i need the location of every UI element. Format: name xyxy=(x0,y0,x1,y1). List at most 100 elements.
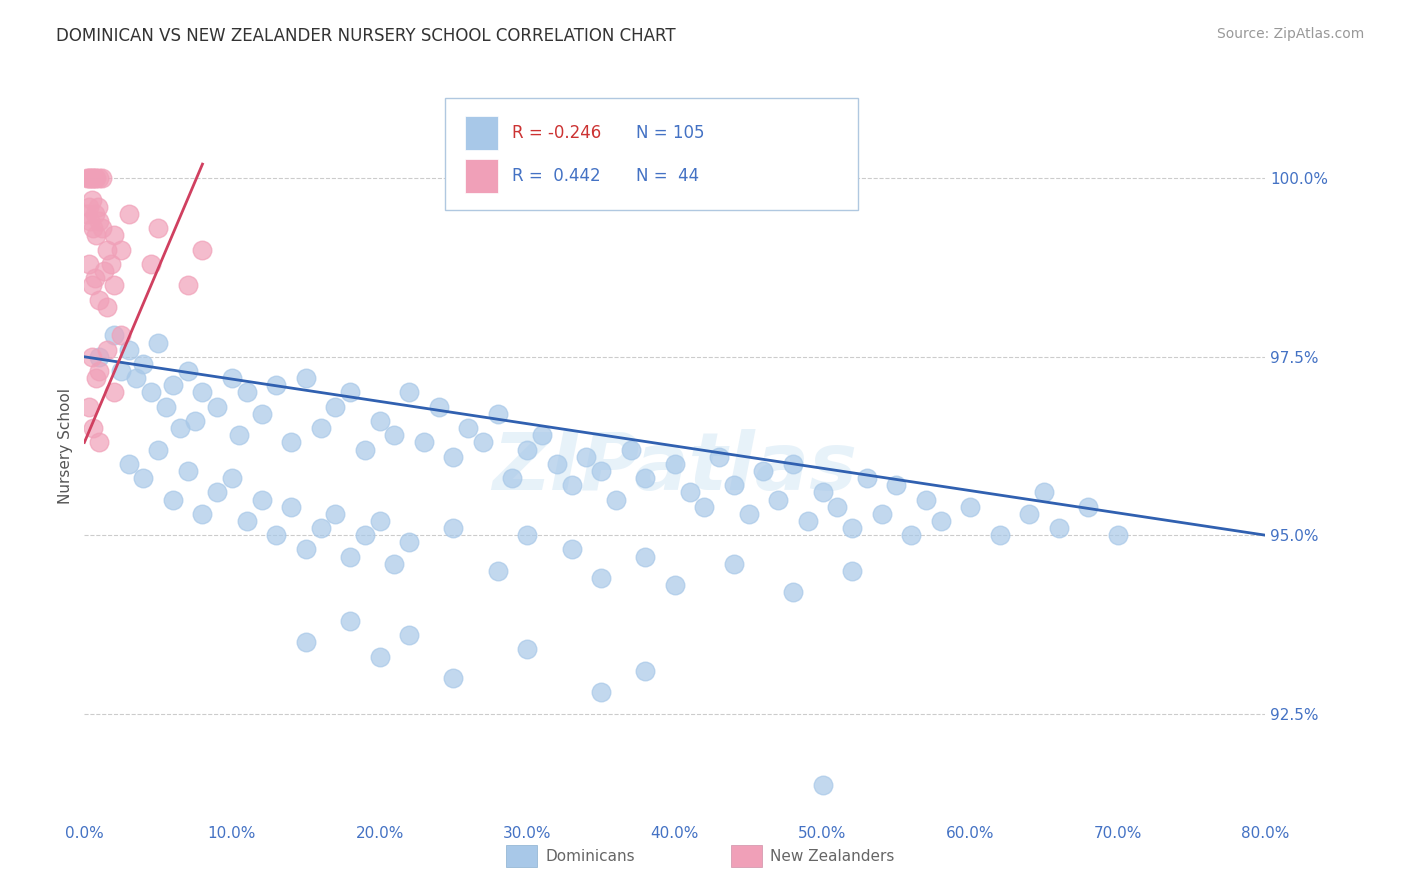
Point xyxy=(502,471,524,485)
Text: ZIPatlas: ZIPatlas xyxy=(492,429,858,508)
Text: R = -0.246: R = -0.246 xyxy=(512,124,602,142)
Point xyxy=(162,492,184,507)
Point xyxy=(486,407,509,421)
Point xyxy=(738,507,761,521)
Point xyxy=(354,442,377,457)
Point xyxy=(782,585,804,599)
Point xyxy=(118,207,141,221)
Point xyxy=(103,228,125,243)
Point xyxy=(87,435,111,450)
Point xyxy=(398,535,420,549)
Point xyxy=(83,171,105,186)
Point xyxy=(87,293,111,307)
Point xyxy=(110,364,132,378)
Point xyxy=(295,542,318,557)
Point xyxy=(679,485,702,500)
Point xyxy=(531,428,554,442)
Point xyxy=(139,385,162,400)
Point xyxy=(1018,507,1040,521)
Point xyxy=(384,428,406,442)
Point xyxy=(221,371,243,385)
Point xyxy=(443,521,465,535)
Point xyxy=(841,521,863,535)
Point xyxy=(339,385,361,400)
Point xyxy=(870,507,893,521)
Point xyxy=(91,221,114,235)
Point xyxy=(591,685,613,699)
Point xyxy=(91,171,114,186)
Point xyxy=(664,578,686,592)
Point xyxy=(80,193,103,207)
Point xyxy=(148,221,170,235)
Point xyxy=(79,171,101,186)
Point xyxy=(86,200,108,214)
Point xyxy=(280,500,302,514)
Point xyxy=(516,528,538,542)
Point xyxy=(915,492,938,507)
Point xyxy=(84,171,107,186)
Point xyxy=(516,442,538,457)
Point xyxy=(80,278,103,293)
Point xyxy=(591,464,613,478)
Text: Source: ZipAtlas.com: Source: ZipAtlas.com xyxy=(1216,27,1364,41)
Point xyxy=(77,200,100,214)
Point xyxy=(797,514,820,528)
Point xyxy=(236,514,259,528)
Point xyxy=(148,442,170,457)
Point xyxy=(325,507,347,521)
Point xyxy=(132,471,155,485)
Point xyxy=(339,549,361,564)
Point xyxy=(110,328,132,343)
Point xyxy=(368,514,391,528)
Point xyxy=(96,343,118,357)
Point xyxy=(634,549,657,564)
Point xyxy=(339,614,361,628)
Point xyxy=(80,350,103,364)
Point xyxy=(169,421,191,435)
Point xyxy=(139,257,162,271)
Point xyxy=(162,378,184,392)
Point xyxy=(591,571,613,585)
Point xyxy=(398,628,420,642)
Point xyxy=(132,357,155,371)
Point xyxy=(84,228,107,243)
Point xyxy=(605,492,627,507)
Point xyxy=(103,278,125,293)
Point xyxy=(664,457,686,471)
Point xyxy=(103,385,125,400)
Point xyxy=(709,450,731,464)
Point xyxy=(1077,500,1099,514)
Point xyxy=(398,385,420,400)
Point xyxy=(82,221,104,235)
Point xyxy=(354,528,377,542)
Point xyxy=(900,528,922,542)
Point xyxy=(93,264,115,278)
Point xyxy=(752,464,775,478)
Text: N = 105: N = 105 xyxy=(636,124,704,142)
Point xyxy=(384,557,406,571)
Text: Dominicans: Dominicans xyxy=(546,849,636,863)
Point xyxy=(266,378,288,392)
Point xyxy=(87,171,111,186)
Point xyxy=(103,328,125,343)
Point xyxy=(723,478,745,492)
Point xyxy=(250,407,273,421)
Point xyxy=(79,214,101,228)
Point xyxy=(110,243,132,257)
Point xyxy=(155,400,177,414)
Point xyxy=(1107,528,1129,542)
Point xyxy=(959,500,981,514)
Point xyxy=(280,435,302,450)
Text: New Zealanders: New Zealanders xyxy=(770,849,894,863)
Point xyxy=(82,171,104,186)
Point xyxy=(368,414,391,428)
Text: N =  44: N = 44 xyxy=(636,168,699,186)
Text: DOMINICAN VS NEW ZEALANDER NURSERY SCHOOL CORRELATION CHART: DOMINICAN VS NEW ZEALANDER NURSERY SCHOO… xyxy=(56,27,676,45)
Point xyxy=(77,171,100,186)
Point xyxy=(325,400,347,414)
Point xyxy=(427,400,450,414)
Point xyxy=(634,664,657,678)
Point xyxy=(148,335,170,350)
Point xyxy=(988,528,1011,542)
Point xyxy=(811,778,834,792)
